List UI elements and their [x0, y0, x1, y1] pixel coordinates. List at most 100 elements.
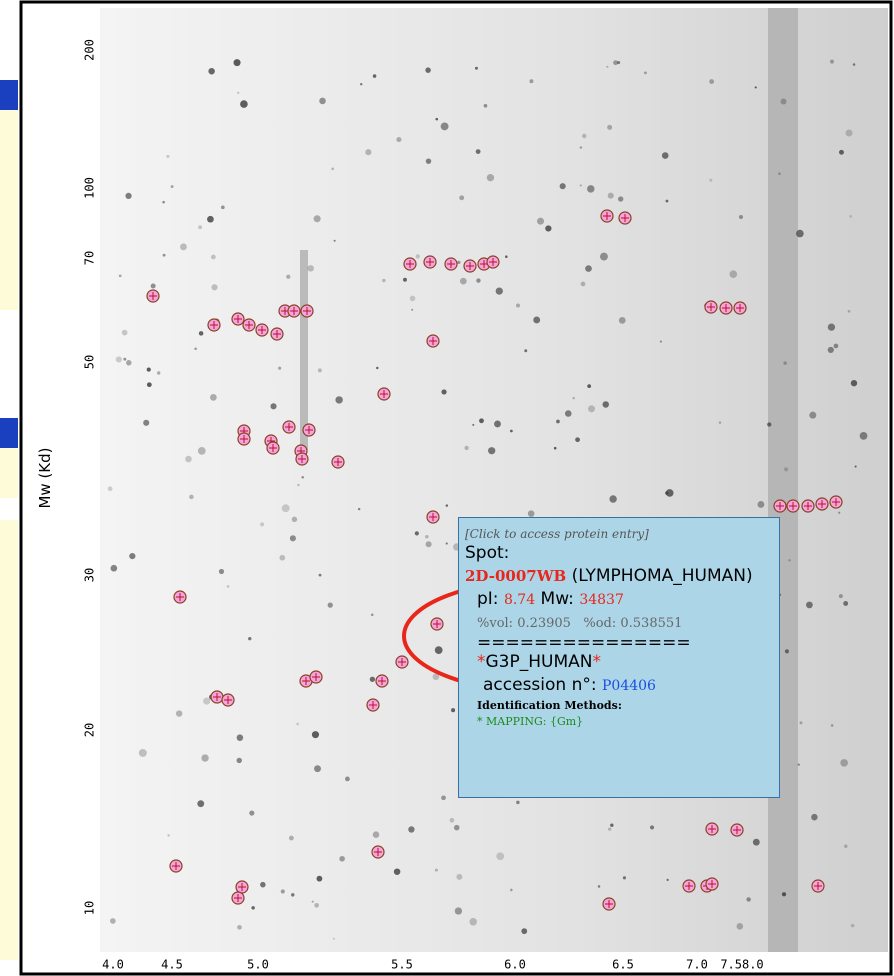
sidebar-bar — [0, 418, 18, 448]
gel-dot — [778, 172, 781, 175]
y-axis-label: Mw (Kd) — [36, 447, 54, 508]
gel-dot — [167, 834, 169, 836]
gel-dot — [143, 420, 149, 426]
gel-dot — [844, 845, 847, 848]
gel-dot — [613, 60, 618, 65]
gel-dot — [291, 893, 294, 896]
sidebar-panel — [0, 520, 18, 960]
gel-dot — [249, 810, 254, 815]
gel-dot — [125, 193, 131, 199]
gel-dot — [472, 424, 474, 426]
gel-dot — [139, 749, 147, 757]
gel-dot — [855, 465, 857, 467]
gel-dot — [301, 476, 304, 479]
gel-dot — [403, 278, 407, 282]
x-tick-label: 5.0 — [247, 958, 269, 972]
y-tick-label: 100 — [83, 177, 97, 199]
gel-dot — [371, 614, 374, 617]
gel-dot — [607, 125, 612, 130]
accession-label: accession n°: — [483, 675, 597, 695]
gel-dot — [457, 261, 460, 264]
gel-dot — [524, 349, 527, 352]
gel-dot — [510, 889, 513, 892]
gel-dot — [129, 553, 135, 559]
gel-dot — [487, 174, 494, 181]
gel-dot — [282, 504, 290, 512]
gel-dot — [843, 601, 848, 606]
gel-dot — [608, 193, 614, 199]
gel-dot — [296, 723, 299, 726]
gel-dot — [376, 367, 378, 369]
gel-dot — [753, 839, 760, 846]
gel-dot — [851, 380, 857, 386]
accession[interactable]: P04406 — [602, 678, 656, 694]
gel-dot — [459, 195, 464, 200]
gel-dot — [314, 903, 319, 908]
gel-dot — [758, 501, 765, 508]
vol-line: %vol: 0.23905 %od: 0.538551 — [465, 612, 773, 635]
gel-dot — [314, 765, 321, 772]
gel-dot — [111, 565, 118, 572]
tooltip[interactable]: [Click to access protein entry] Spot: 2D… — [458, 517, 780, 798]
spot-line: 2D-0007WB (LYMPHOMA_HUMAN) — [465, 565, 773, 588]
gel-dot — [171, 185, 174, 188]
gel-dot — [454, 825, 460, 831]
sidebar-bar — [0, 80, 18, 110]
gel-dot — [587, 185, 594, 192]
gel-dot — [147, 368, 151, 372]
gel-dot — [746, 897, 750, 901]
gel-dot — [211, 284, 217, 290]
gel-dot — [516, 801, 520, 805]
gel-dot — [484, 104, 488, 108]
gel-dot — [425, 67, 430, 72]
gel-dot — [618, 196, 623, 201]
gel-dot — [360, 83, 362, 85]
gel-dot — [221, 205, 225, 209]
gel-dot — [151, 283, 156, 288]
protein-line: *G3P_HUMAN* — [465, 651, 773, 674]
vol: %vol: 0.23905 — [477, 616, 571, 631]
gel-dot — [163, 254, 166, 257]
gel-dot — [122, 330, 128, 336]
gel-dot — [608, 827, 611, 830]
y-tick-label: 70 — [83, 251, 97, 265]
gel-dot — [846, 130, 853, 137]
gel-dot — [783, 361, 786, 364]
gel-dot — [319, 574, 322, 577]
gel-dot — [279, 555, 285, 561]
gel-dot — [505, 255, 508, 258]
gel-dot — [460, 278, 467, 285]
gel-dot — [316, 876, 322, 882]
gel-dot — [425, 535, 428, 538]
gel-dot — [394, 868, 401, 875]
gel-dot — [289, 836, 294, 841]
gel-dot — [176, 710, 182, 716]
gel-dot — [496, 287, 503, 294]
gel-dot — [729, 270, 737, 278]
gel-dot — [860, 432, 868, 440]
od: %od: 0.538551 — [583, 616, 682, 631]
gel-dot — [207, 216, 214, 223]
gel-dot — [455, 907, 462, 914]
x-axis-band — [100, 952, 888, 972]
gel-dot — [840, 759, 848, 767]
y-tick-label: 20 — [83, 723, 97, 737]
gel-dot — [469, 918, 476, 925]
gel-dot — [537, 218, 544, 225]
gel-dot — [755, 86, 757, 88]
gel-dot — [116, 356, 122, 362]
gel-dot — [435, 869, 438, 872]
gel-dot — [588, 405, 595, 412]
y-tick-label: 50 — [83, 355, 97, 369]
gel-dot — [333, 938, 335, 940]
gel-dot — [476, 278, 480, 282]
gel-dot — [849, 215, 852, 218]
pi: 8.74 — [504, 592, 535, 608]
gel-dot — [456, 874, 462, 880]
gel-dot — [240, 100, 248, 108]
x-tick-label: 6.0 — [504, 958, 526, 972]
gel-dot — [446, 504, 448, 506]
gel-dot — [435, 118, 438, 121]
gel-dot — [197, 800, 204, 807]
gel-dot — [260, 882, 266, 888]
